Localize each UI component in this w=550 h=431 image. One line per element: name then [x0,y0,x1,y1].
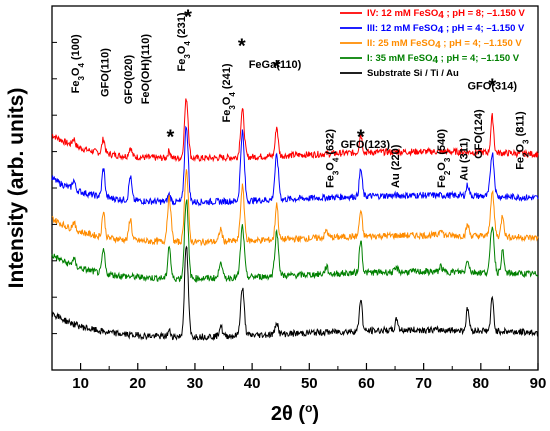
legend-label: III: 12 mM FeSO4 ; pH = 4; –1.150 V [367,23,525,36]
peak-label: Fe3O4 (100) [70,34,86,93]
peak-label: Fe3O4 (231) [176,12,192,71]
x-tick-label: 40 [244,375,261,392]
series-layer [51,98,539,342]
series-line [51,245,539,342]
peak-label: Fe2O3 (811) [515,111,531,170]
peak-label: FeGa(110) [249,59,302,71]
x-tick-label: 10 [72,375,89,392]
legend-label: I: 35 mM FeSO4 ; pH = 4; –1.150 V [367,53,520,66]
peak-label: Fe2O3 (540) [436,129,452,188]
peak-label: GFO(020) [123,54,135,104]
legend-label: Substrate Si / Ti / Au [367,68,459,79]
peak-star: * [273,57,281,79]
peak-label: GFO(124) [473,109,485,159]
peak-label: GFO(110) [100,48,112,97]
peak-label: Fe3O4 (241) [221,63,237,122]
x-tick-label: 60 [358,375,375,392]
x-tick-label: 50 [301,375,318,392]
legend-label: II: 25 mM FeSO4 ; pH = 4; –1.150 V [367,38,522,51]
series-line [51,98,539,163]
peak-label: GFO(123) [341,139,391,151]
peak-label: Au (220) [390,144,402,188]
series-line [51,125,539,207]
peak-star: * [488,75,496,97]
ticks-layer: 10 20 30 40 50 60 70 80 90 [51,41,547,392]
series-line [51,199,539,284]
peak-label: Fe3O4 (632) [324,129,340,188]
peak-label: GFO(314) [468,81,518,93]
x-axis-label: 2θ (o) [271,401,319,425]
y-axis-label: Intensity (arb. units) [5,88,28,289]
peak-label: Au (311) [459,138,471,181]
x-tick-label: 90 [530,375,547,392]
annotation-layer: Fe3O4 (100) GFO(110) GFO(020) FeO(OH)(110) F… [70,6,530,188]
peak-star: * [166,126,174,148]
legend: IV: 12 mM FeSO4 ; pH = 8; –1.150 V III: 1… [340,8,526,79]
series-line [51,169,539,247]
peak-star: * [238,35,246,57]
x-tick-label: 70 [415,375,432,392]
peak-star: * [357,126,365,148]
legend-label: IV: 12 mM FeSO4 ; pH = 8; –1.150 V [367,8,526,21]
x-tick-label: 30 [187,375,204,392]
x-tick-label: 80 [472,375,489,392]
peak-star: * [184,6,192,28]
x-tick-label: 20 [129,375,146,392]
peak-label: FeO(OH)(110) [140,34,152,105]
